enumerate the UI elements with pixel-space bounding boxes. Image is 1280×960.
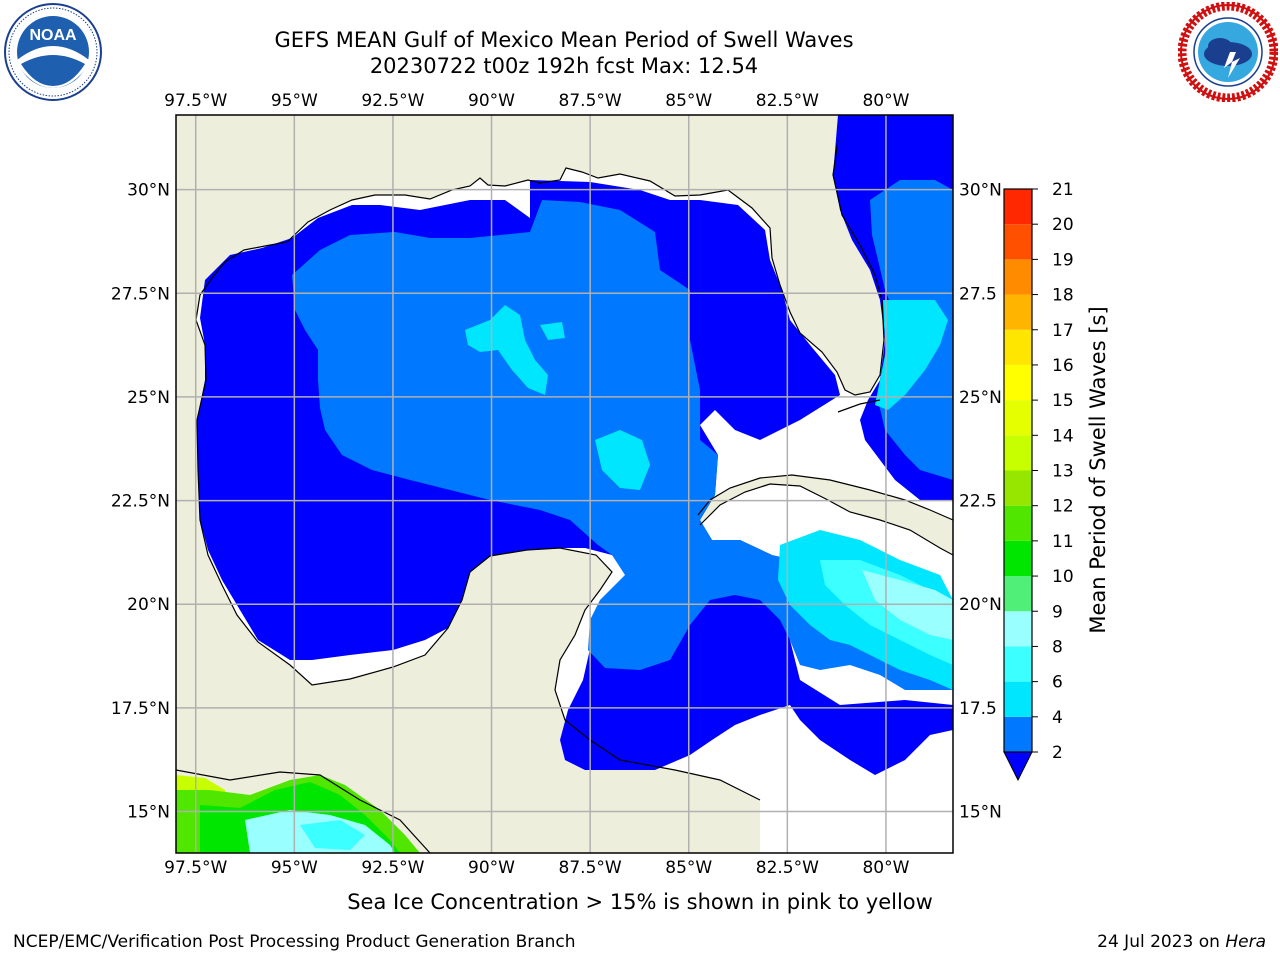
lon-tick-bottom: 87.5°W — [559, 858, 622, 878]
pacific-field — [176, 775, 420, 853]
axis-tick-labels: 97.5°W 97.5°W 95°W 95°W 92.5°W 92.5°W 90°W 90°W… — [111, 91, 1002, 878]
lat-tick-left: 25°N — [127, 388, 170, 408]
noaa-logo-text: NOAA — [29, 27, 77, 44]
colorbar-segment — [1004, 505, 1032, 541]
lon-tick-top: 85°W — [665, 91, 712, 111]
colorbar-segment — [1004, 294, 1032, 330]
coastline-keys — [837, 399, 881, 413]
colorbar-tick-label: 12 — [1052, 497, 1074, 517]
noaa-logo-icon: NOAA — [4, 3, 102, 101]
colorbar-segment — [1004, 189, 1032, 225]
colorbar-tick-label: 9 — [1052, 602, 1063, 622]
colorbar-tick-label: 8 — [1052, 637, 1063, 657]
lat-tick-left: 30°N — [127, 181, 170, 201]
colorbar-segment — [1004, 716, 1032, 752]
colorbar-tick-label: 15 — [1052, 391, 1074, 411]
lon-tick-bottom: 97.5°W — [164, 858, 227, 878]
lat-tick-right: 17.5 — [959, 699, 997, 719]
coastline-cuba-north — [697, 474, 953, 521]
coastline-pacific — [176, 769, 431, 853]
pacific-region-6-8 — [300, 820, 365, 850]
colorbar-tick-label: 21 — [1052, 180, 1074, 200]
swell-region-4-6-spot — [540, 322, 565, 340]
lat-tick-right: 15°N — [959, 803, 1002, 823]
colorbar-segment — [1004, 364, 1032, 401]
colorbar-tick-label: 2 — [1052, 743, 1063, 763]
colorbar-tick-label: 16 — [1052, 356, 1074, 376]
colorbar-under-arrow — [1003, 751, 1033, 782]
colorbar-segment — [1004, 435, 1032, 471]
lon-tick-top: 90°W — [468, 91, 515, 111]
lon-tick-top: 80°W — [862, 91, 909, 111]
lon-tick-bottom: 90°W — [468, 858, 515, 878]
colorbar-label: Mean Period of Swell Waves [s] — [1086, 306, 1110, 633]
map-frame — [175, 114, 954, 854]
colorbar-segment — [1004, 400, 1032, 436]
graticule — [176, 115, 953, 853]
colorbar-tick-label: 11 — [1052, 532, 1074, 552]
colorbar-segment — [1004, 681, 1032, 717]
swell-period-field — [197, 115, 953, 775]
colorbar-segment — [1004, 646, 1032, 682]
lon-tick-top: 82.5°W — [756, 91, 819, 111]
colorbar-segment — [1004, 470, 1032, 506]
colorbar-tick-label: 13 — [1052, 462, 1074, 482]
footer-date-text: 24 Jul 2023 on — [1097, 932, 1226, 952]
lon-tick-top: 95°W — [271, 91, 318, 111]
footer-credit: NCEP/EMC/Verification Post Processing Pr… — [13, 932, 576, 952]
lon-tick-bottom: 80°W — [862, 858, 909, 878]
lat-tick-left: 17.5°N — [111, 699, 170, 719]
colorbar-tick-label: 14 — [1052, 426, 1074, 446]
land-cuba — [698, 475, 953, 555]
swell-region-4-6-central — [465, 305, 548, 395]
colorbar-tick-label: 18 — [1052, 286, 1074, 306]
lat-tick-right: 22.5 — [959, 492, 997, 512]
lat-tick-right: 27.5 — [959, 284, 997, 304]
colorbar-tick-label: 4 — [1052, 708, 1063, 728]
lon-tick-bottom: 92.5°W — [361, 858, 424, 878]
swell-region-4-6-south — [595, 430, 650, 490]
map-panel — [176, 115, 953, 853]
colorbar-tick-label: 10 — [1052, 567, 1074, 587]
lat-tick-left: 22.5°N — [111, 492, 170, 512]
colorbar-segment — [1004, 329, 1032, 365]
colorbar-segment — [1004, 259, 1032, 295]
footer-date: 24 Jul 2023 on Hera — [1097, 932, 1266, 952]
colorbar-segment — [1004, 224, 1032, 260]
lon-tick-top: 92.5°W — [361, 91, 424, 111]
colorbar-segment — [1004, 576, 1032, 612]
lat-tick-right: 30°N — [959, 181, 1002, 201]
lon-tick-bottom: 82.5°W — [756, 858, 819, 878]
lon-tick-top: 87.5°W — [559, 91, 622, 111]
colorbar-tick-label: 20 — [1052, 215, 1074, 235]
colorbar-tick-label: 17 — [1052, 321, 1074, 341]
colorbar: 2 4 6 8 9 10 11 12 13 14 15 16 17 18 19 20 21 — [1003, 180, 1074, 782]
lon-tick-bottom: 95°W — [271, 858, 318, 878]
colorbar-tick-label: 6 — [1052, 673, 1063, 693]
map-subtitle: 20230722 t00z 192h fcst Max: 12.54 — [369, 54, 759, 78]
map-title: GEFS MEAN Gulf of Mexico Mean Period of … — [274, 28, 854, 52]
colorbar-segment — [1004, 540, 1032, 577]
swell-region-8-9 — [862, 570, 953, 640]
coastline-cuba — [699, 483, 953, 556]
colorbar-segment — [1004, 611, 1032, 647]
nws-logo-icon — [1178, 2, 1278, 102]
lat-tick-left: 20°N — [127, 595, 170, 615]
footer-host: Hera — [1225, 932, 1266, 952]
coastline-gulf — [195, 139, 885, 801]
lat-tick-right: 25°N — [959, 388, 1002, 408]
lon-tick-top: 97.5°W — [164, 91, 227, 111]
lat-tick-right: 20°N — [959, 595, 1002, 615]
sea-ice-caption: Sea Ice Concentration > 15% is shown in … — [347, 890, 933, 914]
colorbar-tick-label: 19 — [1052, 250, 1074, 270]
lat-tick-left: 15°N — [127, 803, 170, 823]
lon-tick-bottom: 85°W — [665, 858, 712, 878]
coastlines — [176, 139, 953, 853]
lat-tick-left: 27.5°N — [111, 284, 170, 304]
swell-region-4-6-florida — [875, 300, 948, 410]
